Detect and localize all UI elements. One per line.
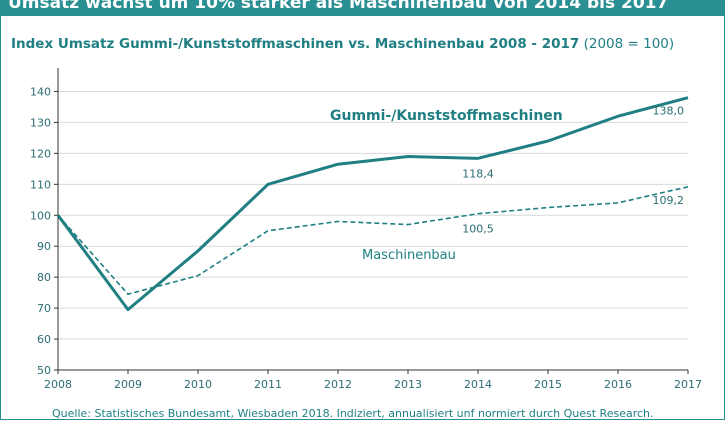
chart-banner-title: Umsatz wächst um 10% stärker als Maschin…: [0, 0, 725, 16]
y-tick-label: 140: [30, 85, 51, 98]
x-tick-label: 2016: [604, 378, 632, 391]
x-tick-label: 2008: [44, 378, 72, 391]
chart-subtitle: Index Umsatz Gummi-/Kunststoffmaschinen …: [11, 36, 674, 52]
source-note: Quelle: Statistisches Bundesamt, Wiesbad…: [52, 407, 654, 420]
data-label: 138,0: [653, 105, 685, 118]
x-tick-label: 2010: [184, 378, 212, 391]
y-tick-label: 80: [37, 271, 51, 284]
x-tick-label: 2017: [674, 378, 702, 391]
x-tick-label: 2014: [464, 378, 492, 391]
data-label: 118,4: [462, 167, 494, 180]
y-tick-label: 100: [30, 209, 51, 222]
y-tick-label: 50: [37, 364, 51, 377]
y-tick-label: 90: [37, 240, 51, 253]
series-label-gummi-kunststoff: Gummi-/Kunststoffmaschinen: [330, 108, 563, 124]
chart-subtitle-note: (2008 = 100): [583, 36, 675, 52]
y-tick-label: 110: [30, 178, 51, 191]
chart-subtitle-main: Index Umsatz Gummi-/Kunststoffmaschinen …: [11, 36, 580, 52]
data-label: 109,2: [653, 194, 685, 207]
x-tick-label: 2009: [114, 378, 142, 391]
y-tick-label: 120: [30, 147, 51, 160]
data-label: 100,5: [462, 223, 494, 236]
series-label-maschinenbau: Maschinenbau: [362, 248, 456, 263]
x-tick-label: 2013: [394, 378, 422, 391]
x-tick-label: 2012: [324, 378, 352, 391]
x-tick-label: 2011: [254, 378, 282, 391]
y-tick-label: 60: [37, 333, 51, 346]
y-tick-label: 130: [30, 116, 51, 129]
y-tick-label: 70: [37, 302, 51, 315]
series-line-gummi-kunststoff: [56, 96, 689, 312]
x-tick-label: 2015: [534, 378, 562, 391]
series-line-maschinenbau: [57, 186, 689, 295]
